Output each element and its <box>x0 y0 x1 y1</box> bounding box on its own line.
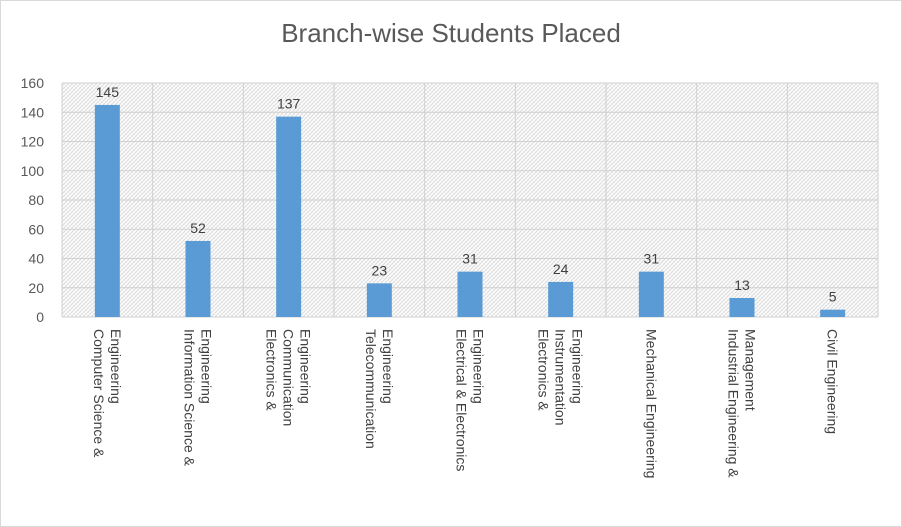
category-label-line: Instrumentation <box>553 329 569 426</box>
category-label-line: Electrical & Electronics <box>454 329 470 471</box>
y-tick-label: 140 <box>21 104 45 120</box>
category-label-line: Management <box>743 329 759 411</box>
data-label: 13 <box>734 277 750 293</box>
category-label-line: Electronics & <box>264 329 280 411</box>
bar <box>638 271 664 317</box>
data-label: 24 <box>553 261 569 277</box>
data-label: 31 <box>644 251 660 267</box>
category-label-line: Engineering <box>471 329 487 404</box>
category-label: Electrical & Electronics Engineering <box>454 329 487 471</box>
y-tick-label: 100 <box>21 163 45 179</box>
category-label-line: Electronics & <box>536 329 552 411</box>
category-label-line: Computer Science & <box>91 329 107 458</box>
bar <box>729 297 755 317</box>
y-tick-label: 20 <box>28 280 44 296</box>
y-tick-label: 120 <box>21 134 45 150</box>
category-label-line: Industrial Engineering & <box>726 329 742 478</box>
data-label: 145 <box>96 84 120 100</box>
y-tick-label: 80 <box>28 192 44 208</box>
category-label-line: Telecommunication <box>363 329 379 449</box>
category-label-line: Engineering <box>298 329 314 404</box>
category-label-line: Communication <box>281 329 297 426</box>
category-label-line: Engineering <box>199 329 215 404</box>
category-label: Electronics & Instrumentation Engineering <box>536 329 586 426</box>
data-label: 52 <box>190 220 206 236</box>
data-label: 5 <box>829 289 837 305</box>
category-label-line: Mechanical Engineering <box>643 329 659 478</box>
bar <box>366 283 392 317</box>
bar <box>94 104 120 317</box>
bar <box>185 240 211 317</box>
category-label: Civil Engineering <box>825 329 841 434</box>
category-label: Industrial Engineering & Management <box>726 329 759 478</box>
data-label: 23 <box>372 262 388 278</box>
data-label: 31 <box>462 251 478 267</box>
category-label: Computer Science & Engineering <box>91 329 124 458</box>
category-label-line: Engineering <box>570 329 586 404</box>
category-label-line: Engineering <box>108 329 124 404</box>
bar <box>820 309 846 317</box>
category-label: Telecommunication Engineering <box>363 329 396 449</box>
y-tick-label: 0 <box>36 309 44 325</box>
y-tick-label: 60 <box>28 221 44 237</box>
bar <box>457 271 483 317</box>
bar <box>276 116 302 317</box>
category-label: Information Science & Engineering <box>182 329 215 467</box>
chart-title: Branch-wise Students Placed <box>281 18 621 48</box>
bar <box>548 281 574 317</box>
category-label-line: Information Science & <box>182 329 198 467</box>
data-label: 137 <box>277 96 301 112</box>
category-label-line: Civil Engineering <box>825 329 841 434</box>
category-label-line: Engineering <box>380 329 396 404</box>
category-label: Electronics & Communication Engineering <box>264 329 314 426</box>
y-tick-label: 160 <box>21 75 45 91</box>
y-tick-label: 40 <box>28 251 44 267</box>
category-label: Mechanical Engineering <box>643 329 659 478</box>
